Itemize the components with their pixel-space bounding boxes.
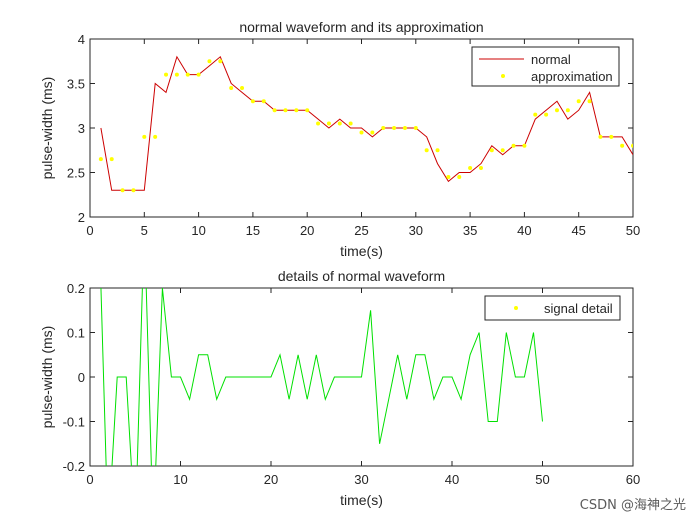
data-point [229, 85, 234, 90]
x-tick-label: 0 [86, 223, 93, 238]
data-point [337, 121, 342, 126]
data-point [544, 112, 549, 117]
legend-box-1 [484, 295, 621, 321]
x-tick-label: 60 [626, 472, 640, 487]
x-tick-label: 10 [173, 472, 187, 487]
data-point [500, 148, 505, 153]
x-axis-label-0: time(s) [340, 243, 383, 259]
data-point [283, 108, 288, 113]
data-point [446, 174, 451, 179]
x-tick-label: 10 [191, 223, 205, 238]
data-point [174, 72, 179, 77]
y-axis-label-1: pulse-width (ms) [39, 326, 55, 429]
data-point [609, 134, 614, 139]
data-point [316, 121, 321, 126]
data-point [207, 59, 212, 64]
data-point [631, 143, 633, 148]
data-point [598, 134, 603, 139]
data-point [164, 72, 169, 77]
data-point [261, 99, 266, 104]
data-point [326, 121, 331, 126]
data-point [522, 143, 527, 148]
data-point [218, 59, 223, 64]
x-tick-label: 5 [141, 223, 148, 238]
x-tick-label: 40 [517, 223, 531, 238]
watermark: CSDN @海神之光 [579, 498, 686, 513]
legend-box-0 [471, 46, 620, 87]
data-point [250, 99, 255, 104]
data-point [478, 166, 483, 171]
data-point [413, 126, 418, 130]
y-tick-label: -0.2 [63, 459, 85, 474]
data-point [109, 157, 114, 162]
chart-title-0: normal waveform and its approximation [239, 19, 483, 35]
data-point [457, 174, 462, 179]
data-point [587, 99, 592, 104]
y-tick-label: 0 [78, 370, 85, 385]
y-tick-label: 0.1 [67, 326, 85, 341]
y-tick-label: 0.2 [67, 281, 85, 296]
data-point [294, 108, 299, 113]
x-tick-label: 0 [86, 472, 93, 487]
data-point [153, 134, 158, 139]
x-tick-label: 20 [264, 472, 278, 487]
data-point [435, 148, 440, 153]
data-point [489, 148, 494, 153]
y-tick-label: 4 [78, 32, 85, 47]
data-point [576, 99, 581, 104]
data-point [424, 148, 429, 153]
data-point [468, 166, 473, 171]
x-tick-label: 30 [354, 472, 368, 487]
series-line-signal-detail [100, 288, 543, 466]
data-point [370, 130, 375, 135]
y-tick-label: 2.5 [67, 166, 85, 181]
data-point [131, 188, 136, 193]
data-point [381, 126, 386, 130]
legend-label: normal [531, 52, 571, 67]
x-tick-label: 50 [626, 223, 640, 238]
data-point [359, 130, 364, 135]
data-point [120, 188, 125, 193]
x-tick-label: 15 [246, 223, 260, 238]
data-point [565, 108, 570, 113]
y-tick-label: 3.5 [67, 77, 85, 92]
x-tick-label: 20 [300, 223, 314, 238]
data-point [348, 121, 353, 126]
series-group-1 [100, 288, 543, 466]
y-axis-label-0: pulse-width (ms) [39, 77, 55, 180]
y-tick-label: 3 [78, 121, 85, 136]
chart-title-1: details of normal waveform [278, 268, 445, 284]
legend-label: signal detail [544, 301, 613, 316]
data-point [272, 108, 277, 113]
data-point [196, 72, 201, 77]
data-point [142, 134, 147, 139]
legend-label: approximation [531, 69, 613, 84]
legend-dot-marker [514, 306, 518, 310]
x-tick-label: 30 [409, 223, 423, 238]
legend-dot-marker [501, 74, 505, 78]
x-axis-label-1: time(s) [340, 492, 383, 508]
x-tick-label: 50 [535, 472, 549, 487]
series-group-0 [98, 55, 633, 193]
x-tick-label: 35 [463, 223, 477, 238]
data-point [533, 112, 538, 117]
x-tick-label: 45 [571, 223, 585, 238]
y-tick-label: 2 [78, 210, 85, 225]
data-point [511, 143, 516, 148]
x-tick-label: 25 [354, 223, 368, 238]
x-tick-label: 40 [445, 472, 459, 487]
data-point [98, 157, 103, 162]
data-point [392, 126, 397, 130]
y-tick-label: -0.1 [63, 415, 85, 430]
data-point [185, 72, 190, 77]
data-point [554, 108, 559, 113]
data-point [240, 85, 245, 90]
data-point [402, 126, 407, 130]
data-point [305, 108, 310, 113]
data-point [620, 143, 625, 148]
